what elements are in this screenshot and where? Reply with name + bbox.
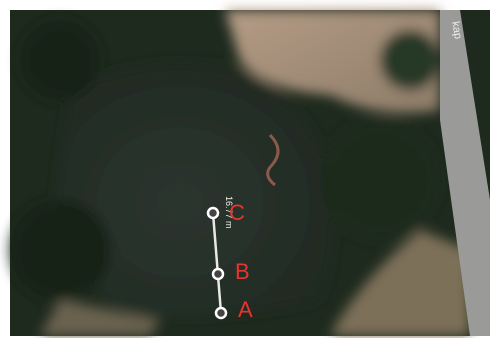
marker-point[interactable] xyxy=(208,208,218,218)
marker-label: C xyxy=(229,200,245,225)
marker-point[interactable] xyxy=(213,269,223,279)
marker-label: B xyxy=(235,259,250,284)
map-view: kap 16.77 m C B A xyxy=(0,0,493,338)
marker-label: A xyxy=(238,297,253,322)
terrain xyxy=(10,10,470,336)
page: kap 16.77 m C B A (() => { const data = … xyxy=(0,0,493,338)
marker-point[interactable] xyxy=(216,308,226,318)
